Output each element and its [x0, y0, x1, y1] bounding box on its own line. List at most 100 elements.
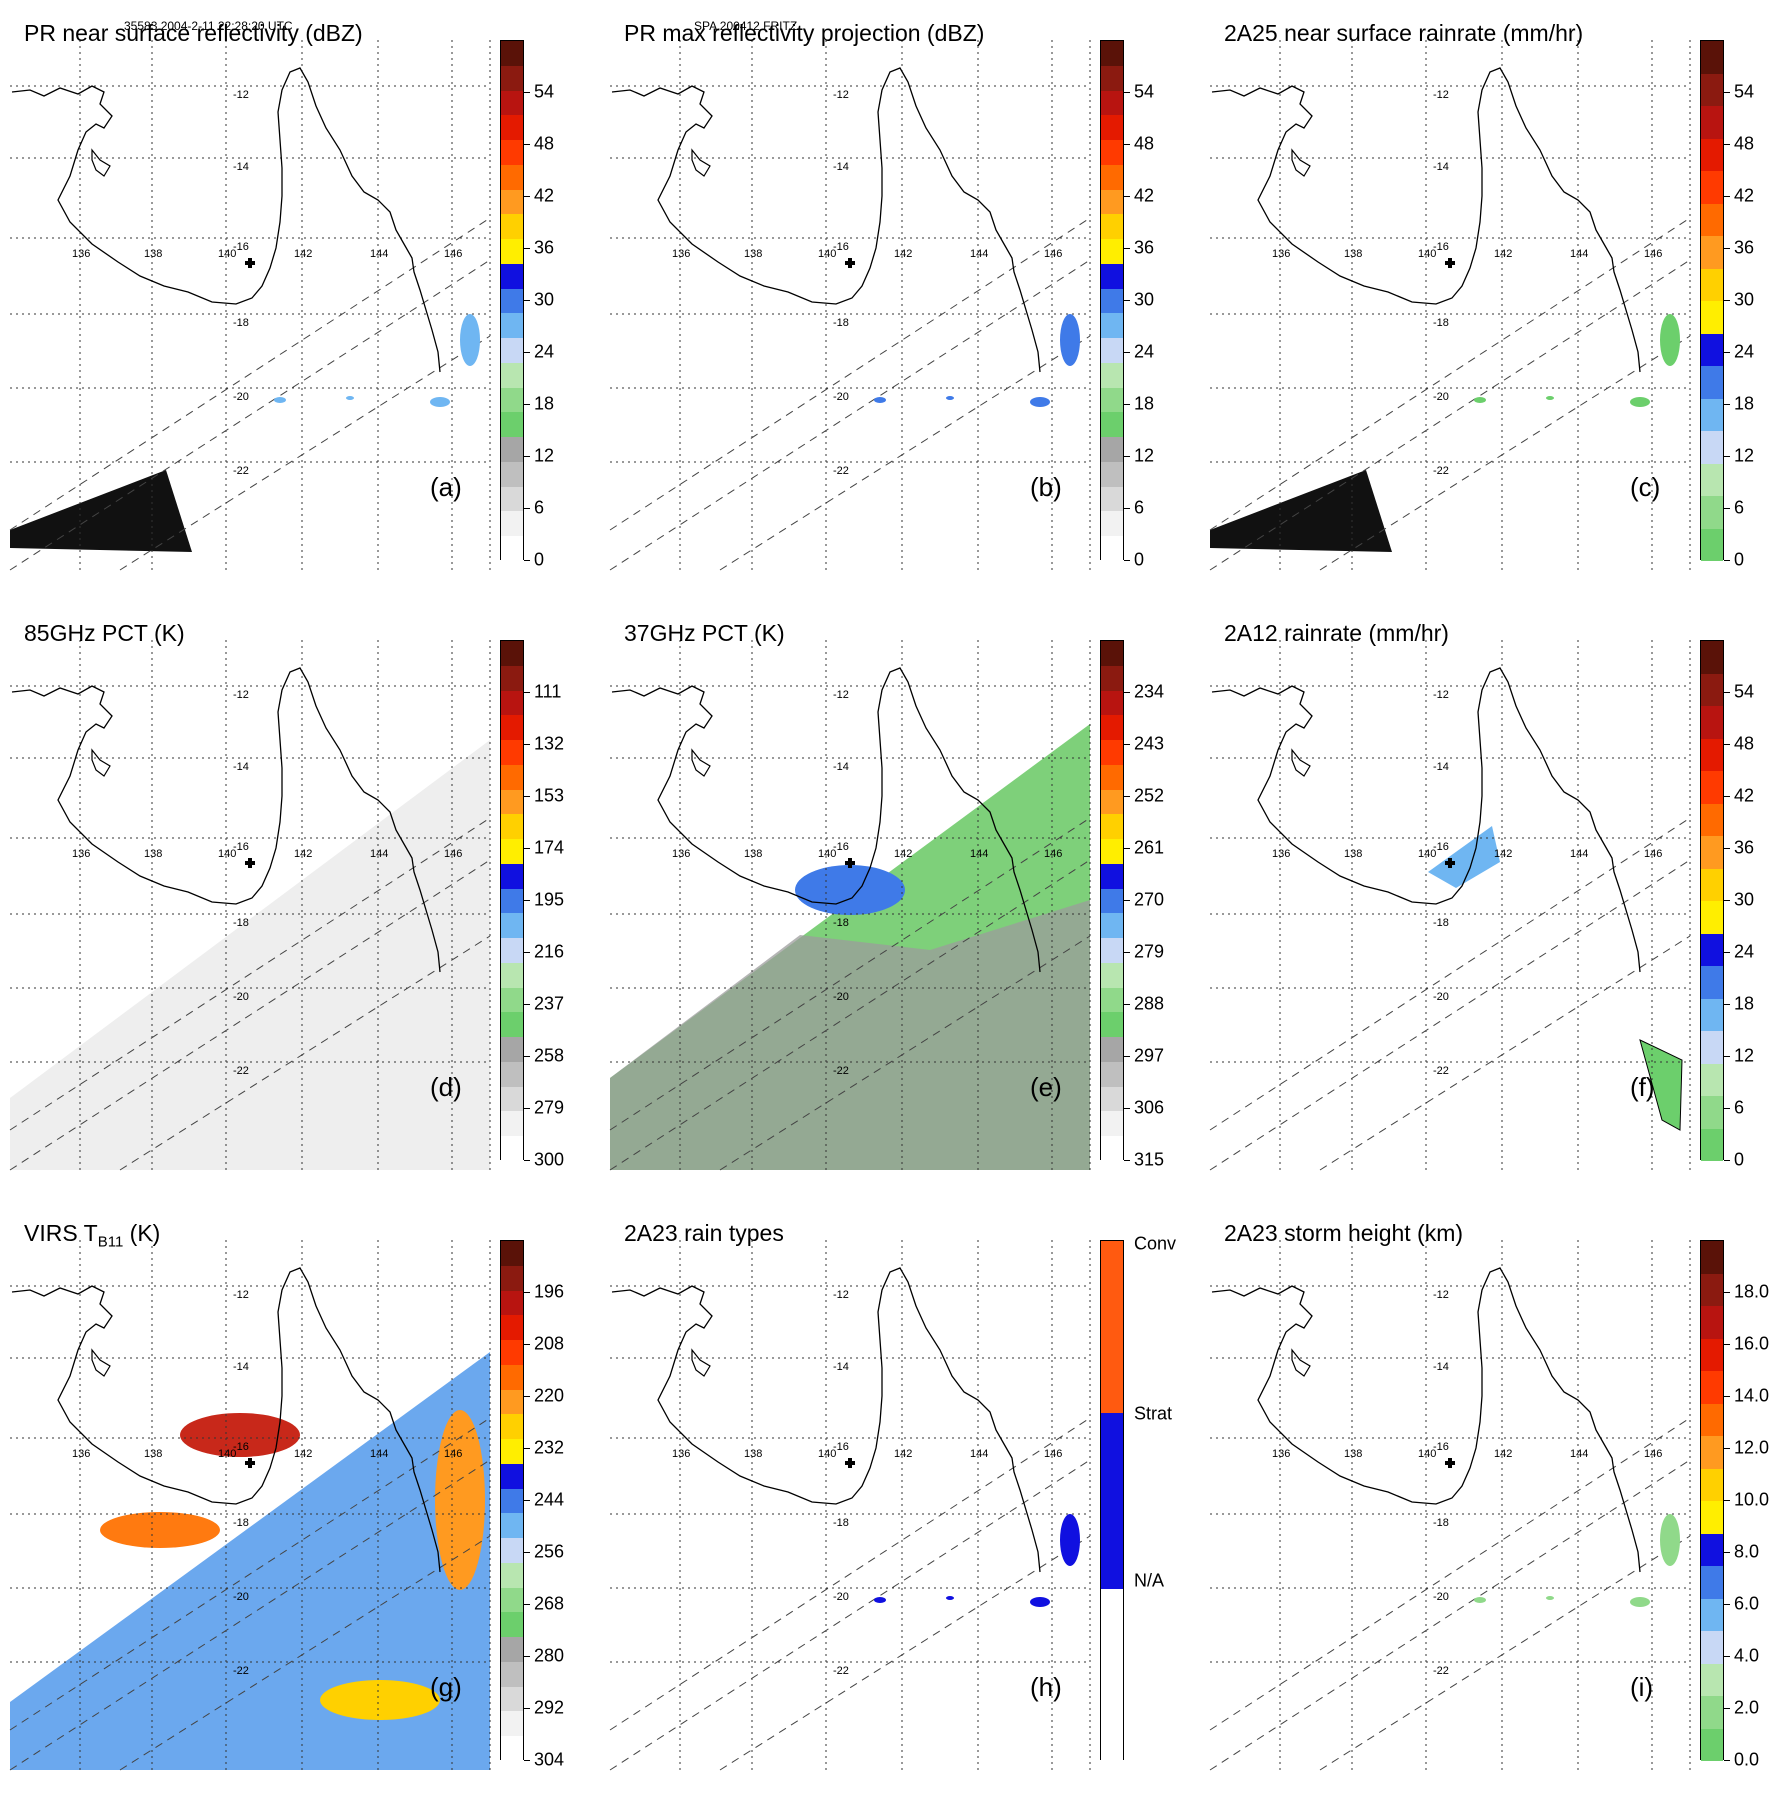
colorbar-segment	[1101, 1111, 1123, 1136]
colorbar-tick-label: 48	[1734, 733, 1755, 754]
colorbar-segment	[1701, 1696, 1723, 1729]
swath-edge	[1209, 259, 1691, 571]
colorbar-tick-label: 18	[1734, 393, 1755, 414]
colorbar-segment	[501, 214, 523, 239]
title-units: (K)	[123, 1220, 161, 1246]
colorbar-segment	[1101, 412, 1123, 437]
lon-tick-label: 146	[444, 248, 462, 260]
swath-edge	[1209, 817, 1691, 1131]
colorbar-segment	[1101, 486, 1123, 512]
lat-tick-label: -20	[1433, 391, 1449, 403]
swath-edge	[1319, 335, 1691, 571]
colorbar-segment	[501, 1513, 523, 1538]
lon-tick-label: 136	[72, 248, 90, 260]
panel-label: (c)	[1630, 472, 1661, 502]
colorbar-segment	[1101, 461, 1123, 487]
swath-edge	[719, 335, 1091, 571]
plus-icon	[845, 1458, 855, 1468]
colorbar-tick-label: 237	[534, 993, 565, 1014]
lat-tick-label: -14	[1433, 761, 1449, 773]
map-plot-a: 136 138 140 142 144 146 -12 -14 -16 -18 -20 -22	[9, 40, 491, 571]
island-outline	[691, 1348, 711, 1377]
colorbar-tick-label: 6.0	[1734, 1593, 1760, 1614]
lon-tick-label: 136	[72, 1448, 90, 1460]
colorbar-tick	[1124, 404, 1130, 405]
lat-tick-label: -16	[833, 1441, 849, 1453]
lat-tick-label: -12	[233, 689, 249, 701]
rain-echo	[274, 397, 286, 403]
colorbar-segment	[1701, 1533, 1723, 1566]
panel-label: (e)	[1030, 1072, 1062, 1102]
colorbar-segment	[501, 814, 523, 839]
island-outline	[691, 148, 711, 177]
no-data-wedge	[10, 470, 192, 552]
swath-edge	[119, 1535, 491, 1771]
lat-tick-label: -14	[1433, 161, 1449, 173]
lat-tick-label: -12	[833, 689, 849, 701]
colorbar-tick	[1124, 796, 1130, 797]
colorbar-segment	[1701, 933, 1723, 966]
colorbar-segment	[1101, 863, 1123, 889]
colorbar-tick	[524, 1160, 530, 1161]
colorbar-segment	[501, 1661, 523, 1687]
rain-echo	[874, 1597, 886, 1603]
colorbar-segment	[1701, 1501, 1723, 1534]
lon-tick-label: 142	[894, 1448, 912, 1460]
colorbar-tick-label: 0	[1734, 1149, 1745, 1170]
colorbar-segment	[1101, 263, 1123, 289]
colorbar-segment	[1101, 1086, 1123, 1112]
colorbar	[1700, 640, 1724, 1161]
colorbar-segment	[501, 313, 523, 338]
orbit-time-header: 35583 2004-2-11 22:28:20 UTC	[124, 19, 293, 33]
lon-tick-label: 144	[1570, 248, 1588, 260]
panel-label: (b)	[1030, 472, 1062, 502]
colorbar-segment	[1101, 641, 1123, 666]
colorbar-tick	[524, 1604, 530, 1605]
colorbar-tick	[1124, 508, 1130, 509]
colorbar-tick-label: 196	[534, 1281, 565, 1302]
map-plot-g: 136 138 140 142 144 146 -12 -14 -16 -18 -20 -22	[9, 1240, 491, 1771]
colorbar-tick-label: 208	[534, 1333, 565, 1354]
colorbar-segment	[501, 987, 523, 1013]
colorbar-tick	[1724, 508, 1730, 509]
colorbar-segment	[501, 1463, 523, 1489]
colorbar-tick-label: 18	[534, 393, 555, 414]
lat-tick-label: -20	[1433, 1591, 1449, 1603]
swath-edge	[609, 259, 1091, 571]
rain-area-east	[1639, 1039, 1683, 1131]
coastline	[611, 1267, 1041, 1573]
panel-b: 136 138 140 142 144 146 -12 -14 -16 -18 -20 -22 PR m…	[600, 0, 1200, 600]
plus-icon	[1445, 1458, 1455, 1468]
lat-tick-label: -22	[233, 1665, 249, 1677]
colorbar-segment	[501, 536, 523, 561]
colorbar-segment	[501, 789, 523, 815]
colorbar-tick	[1724, 1552, 1730, 1553]
colorbar-tick	[524, 900, 530, 901]
swath-edge	[609, 817, 1091, 1131]
panel-title: PR near surface reflectivity (dBZ)	[24, 20, 363, 46]
swath-edge	[9, 1417, 491, 1731]
colorbar-tick-label: 268	[534, 1593, 565, 1614]
plus-icon	[245, 1458, 255, 1468]
lat-tick-label: -18	[233, 317, 249, 329]
colorbar-segment	[1701, 901, 1723, 934]
colorbar-segment	[1101, 536, 1123, 561]
colorbar-segment	[1101, 962, 1123, 988]
colorbar-segment	[1701, 333, 1723, 366]
lat-tick-label: -20	[833, 1591, 849, 1603]
colorbar-tick	[1724, 1604, 1730, 1605]
lon-tick-label: 144	[1570, 848, 1588, 860]
map-plot-d: 136 138 140 142 144 146 -12 -14 -16 -18 -20 -22	[9, 640, 491, 1171]
map-plot-b: 136 138 140 142 144 146 -12 -14 -16 -18 -20 -22	[609, 40, 1091, 571]
lat-tick-label: -22	[1433, 1065, 1449, 1077]
lat-tick-label: -16	[1433, 241, 1449, 253]
colorbar-segment	[501, 1389, 523, 1415]
swath-edge	[9, 1459, 491, 1771]
colorbar-tick	[1124, 744, 1130, 745]
colorbar-tick	[524, 1500, 530, 1501]
colorbar-tick	[524, 456, 530, 457]
colorbar	[1700, 1240, 1724, 1761]
colorbar-tick	[1124, 692, 1130, 693]
colorbar-tick	[524, 404, 530, 405]
lat-tick-label: -12	[1433, 1289, 1449, 1301]
